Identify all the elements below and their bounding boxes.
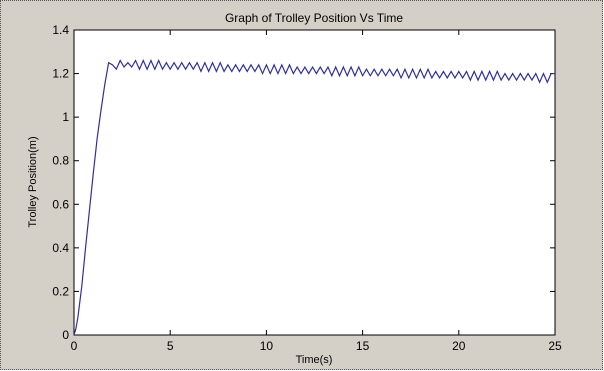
y-tick-label: 1.2	[52, 67, 69, 81]
x-tick-label: 0	[71, 339, 78, 353]
plot-area	[73, 29, 556, 336]
y-tick-label: 0.2	[52, 284, 69, 298]
tick-marks	[73, 29, 556, 336]
x-tick-label: 10	[260, 339, 274, 353]
y-tick-label: 0	[62, 328, 69, 342]
x-tick-label: 25	[548, 339, 562, 353]
x-tick-labels: 0 5 10 15 20 25	[71, 339, 562, 353]
y-axis-title: Trolley Position(m)	[27, 136, 39, 227]
y-tick-labels: 0 0.2 0.4 0.6 0.8 1 1.2 1.4	[52, 23, 69, 342]
y-tick-label: 0.6	[52, 197, 69, 211]
x-axis-title: Time(s)	[296, 354, 333, 366]
y-tick-label: 0.4	[52, 241, 69, 255]
trolley-position-line	[73, 59, 555, 336]
x-tick-label: 5	[167, 339, 174, 353]
x-tick-label: 20	[452, 339, 466, 353]
chart-title: Graph of Trolley Position Vs Time	[225, 11, 403, 25]
y-tick-label: 0.8	[52, 154, 69, 168]
x-tick-label: 15	[356, 339, 370, 353]
y-tick-label: 1.4	[52, 23, 69, 37]
y-tick-label: 1	[62, 110, 69, 124]
